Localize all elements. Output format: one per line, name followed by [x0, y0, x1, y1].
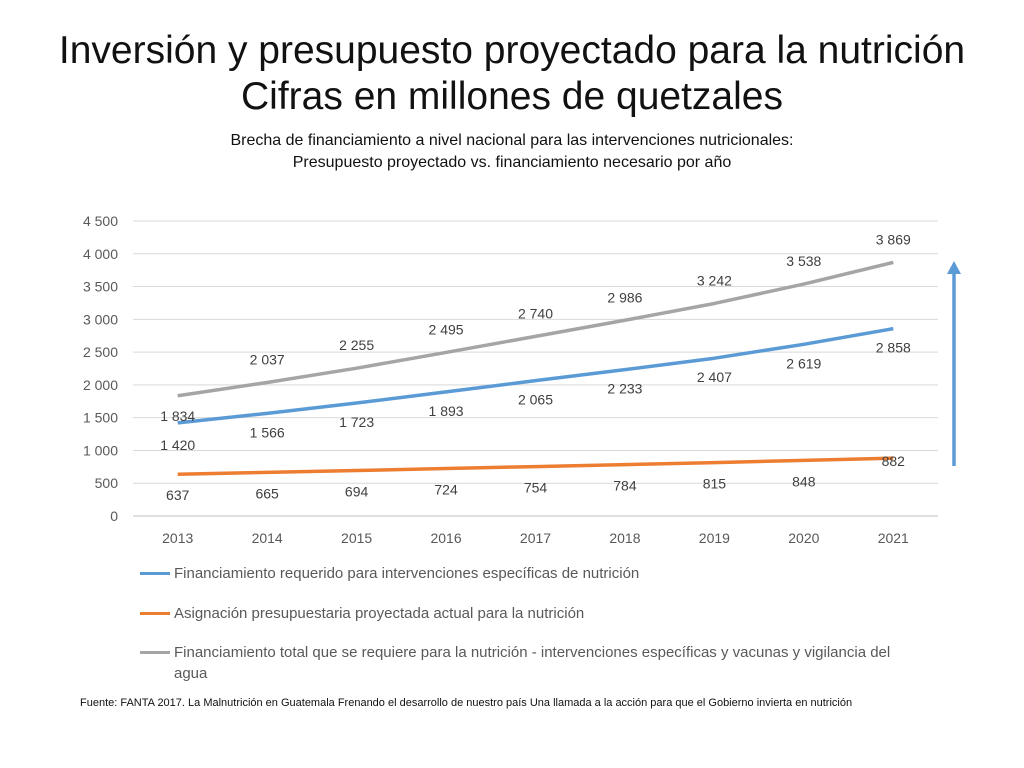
data-label: 3 242	[697, 272, 732, 288]
data-label: 2 858	[876, 340, 911, 356]
y-tick-label: 500	[95, 475, 119, 491]
data-label: 2 495	[429, 321, 464, 337]
data-label: 1 723	[339, 414, 374, 430]
data-labels: 1 420 1 566 1 723 1 893 2 065 2 233 2 407 2 619…	[160, 231, 911, 503]
x-tick-label: 2015	[341, 530, 372, 546]
data-label: 2 065	[518, 392, 553, 408]
data-label: 1 834	[160, 408, 195, 424]
subtitle-line-1: Brecha de financiamiento a nivel naciona…	[230, 132, 794, 149]
legend-label-required: Financiamiento requerido para intervenci…	[174, 565, 640, 582]
chart-subtitle: Brecha de financiamiento a nivel naciona…	[0, 130, 1024, 174]
legend-swatch-budget	[140, 612, 170, 615]
page-title: Inversión y presupuesto proyectado para …	[0, 28, 1024, 120]
data-label: 637	[166, 487, 190, 503]
y-tick-label: 2 000	[83, 377, 118, 393]
legend-label-budget: Asignación presupuestaria proyectada act…	[174, 605, 585, 622]
data-label: 2 037	[250, 351, 285, 367]
x-tick-label: 2017	[520, 530, 551, 546]
data-label: 784	[613, 478, 637, 494]
x-tick-label: 2019	[699, 530, 730, 546]
gridlines	[133, 220, 938, 517]
legend-swatch-required	[140, 572, 170, 575]
y-tick-label: 4 500	[83, 213, 118, 229]
data-label: 3 869	[876, 231, 911, 247]
x-tick-label: 2013	[162, 530, 193, 546]
x-tick-label: 2018	[609, 530, 640, 546]
data-label: 754	[524, 480, 548, 496]
title-line-1: Inversión y presupuesto proyectado para …	[58, 29, 966, 72]
x-axis-ticks: 2013 2014 2015 2016 2017 2018 2019 2020 2021	[162, 530, 909, 546]
legend-swatch-total	[140, 651, 170, 654]
data-label: 2 407	[697, 369, 732, 385]
data-label: 2 233	[607, 381, 642, 397]
legend-item-total: Financiamiento total que se requiere par…	[140, 642, 894, 684]
y-tick-label: 4 000	[83, 246, 118, 262]
title-line-2: Cifras en millones de quetzales	[241, 75, 783, 118]
legend-item-budget: Asignación presupuestaria proyectada act…	[140, 603, 894, 624]
data-label: 665	[255, 485, 279, 501]
y-tick-label: 0	[110, 508, 118, 524]
data-label: 815	[703, 476, 727, 492]
data-label: 2 255	[339, 337, 374, 353]
legend-item-required: Financiamiento requerido para intervenci…	[140, 563, 894, 584]
data-label: 724	[434, 482, 458, 498]
data-label: 1 566	[250, 424, 285, 440]
series-line-total	[177, 260, 894, 398]
y-tick-label: 1 500	[83, 410, 118, 426]
data-label: 848	[792, 473, 816, 489]
y-axis-ticks: 0 500 1 000 1 500 2 000 2 500 3 000 3 500 4 000 4…	[83, 213, 118, 524]
legend-label-total: Financiamiento total que se requiere par…	[174, 644, 891, 682]
series-line-budget	[177, 456, 894, 476]
x-tick-label: 2021	[878, 530, 909, 546]
series-lines	[177, 260, 894, 476]
data-label: 882	[882, 453, 906, 469]
line-chart: 0 500 1 000 1 500 2 000 2 500 3 000 3 500 4 000 4…	[83, 213, 961, 546]
data-label: 694	[345, 484, 369, 500]
data-label: 2 619	[786, 355, 821, 371]
y-tick-label: 3 500	[83, 279, 118, 295]
y-tick-label: 3 000	[83, 311, 118, 327]
y-tick-label: 1 000	[83, 442, 118, 458]
arrow-up-icon	[947, 261, 961, 274]
data-label: 3 538	[786, 253, 821, 269]
data-label: 1 420	[160, 437, 195, 453]
data-label: 2 740	[518, 305, 553, 321]
x-tick-label: 2016	[430, 530, 461, 546]
x-tick-label: 2014	[252, 530, 283, 546]
gap-arrow-annotation	[947, 261, 961, 466]
data-label: 1 893	[429, 403, 464, 419]
data-label: 2 986	[607, 289, 642, 305]
y-tick-label: 2 500	[83, 344, 118, 360]
x-tick-label: 2020	[788, 530, 819, 546]
subtitle-line-2: Presupuesto proyectado vs. financiamient…	[292, 154, 732, 171]
source-note: Fuente: FANTA 2017. La Malnutrición en G…	[80, 697, 853, 709]
series-line-required	[177, 326, 894, 425]
